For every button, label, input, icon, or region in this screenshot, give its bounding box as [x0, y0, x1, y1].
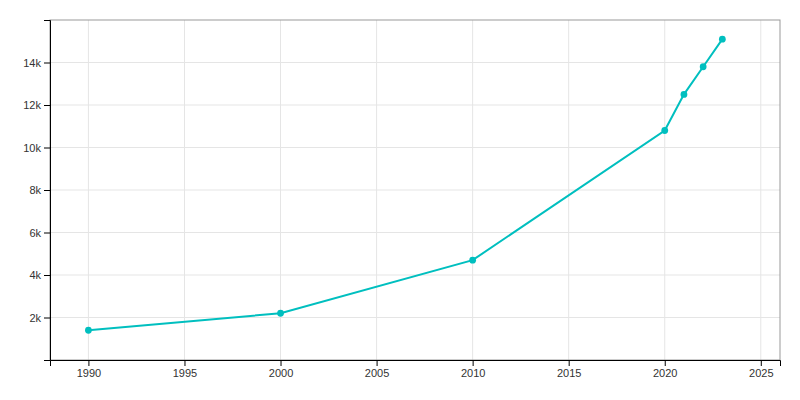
y-grid-line	[50, 105, 780, 106]
x-tick-label: 2025	[749, 367, 773, 379]
x-tick-label: 1995	[173, 367, 197, 379]
y-tick: 6k	[29, 227, 50, 239]
x-tick-label: 2000	[269, 367, 293, 379]
y-tick-label: 2k	[29, 312, 41, 324]
y-tick-mark	[44, 190, 50, 191]
y-grid-line	[50, 62, 780, 63]
x-tick-label: 1990	[77, 367, 101, 379]
grid	[50, 20, 780, 360]
x-axis-line	[51, 361, 781, 367]
y-axis: 2k 4k 6k 8k 10k 12k 14k	[23, 21, 50, 361]
y-tick: 14k	[23, 57, 50, 69]
x-tick: 2005	[365, 360, 389, 379]
x-tick-mark	[473, 360, 474, 366]
y-tick: 2k	[29, 312, 50, 324]
x-tick: 2015	[557, 360, 581, 379]
point	[700, 63, 707, 70]
plot-area: 1990 1995 2000 2005 2010 2015 2020 2025 2k 4k 6k 8k…	[23, 20, 780, 379]
y-grid-line	[50, 317, 780, 318]
y-tick-mark	[44, 105, 50, 106]
x-tick-mark	[377, 360, 378, 366]
point	[661, 127, 668, 134]
y-tick-label: 8k	[29, 184, 41, 196]
y-tick: 10k	[23, 142, 50, 154]
point	[85, 327, 92, 334]
x-tick-mark	[88, 360, 89, 366]
y-tick: 4k	[29, 269, 50, 281]
y-grid-line	[50, 232, 780, 233]
y-tick-mark	[44, 148, 50, 149]
y-tick-label: 4k	[29, 269, 41, 281]
chart-svg: 1990 1995 2000 2005 2010 2015 2020 2025 2k 4k 6k 8k…	[0, 0, 800, 400]
plot-frame	[50, 20, 780, 360]
x-tick-label: 2015	[557, 367, 581, 379]
y-tick: 8k	[29, 184, 50, 196]
y-tick: 12k	[23, 99, 50, 111]
x-tick-label: 2020	[653, 367, 677, 379]
y-axis-line	[44, 21, 51, 361]
x-tick-mark	[569, 360, 570, 366]
point	[277, 310, 284, 317]
x-tick: 2025	[749, 360, 773, 379]
y-grid-line	[50, 190, 780, 191]
x-tick-mark	[761, 360, 762, 366]
x-tick-mark	[665, 360, 666, 366]
y-tick-mark	[44, 275, 50, 276]
point	[719, 36, 726, 43]
x-tick: 1990	[77, 360, 101, 379]
line	[88, 39, 722, 330]
x-tick: 2020	[653, 360, 677, 379]
x-tick-label: 2010	[461, 367, 485, 379]
x-tick: 2010	[461, 360, 485, 379]
x-tick-label: 2005	[365, 367, 389, 379]
y-tick-label: 10k	[23, 142, 41, 154]
x-tick-mark	[184, 360, 185, 366]
x-tick: 2000	[269, 360, 293, 379]
y-tick-mark	[44, 233, 50, 234]
x-axis: 1990 1995 2000 2005 2010 2015 2020 2025	[51, 360, 781, 379]
y-tick-label: 14k	[23, 57, 41, 69]
y-tick-label: 6k	[29, 227, 41, 239]
x-tick-mark	[281, 360, 282, 366]
series	[85, 36, 726, 334]
point	[469, 257, 476, 264]
chart-container: 1990 1995 2000 2005 2010 2015 2020 2025 2k 4k 6k 8k…	[0, 0, 800, 400]
point	[681, 91, 688, 98]
y-tick-mark	[44, 63, 50, 64]
y-grid-line	[50, 147, 780, 148]
y-tick-label: 12k	[23, 99, 41, 111]
y-tick-mark	[44, 318, 50, 319]
x-tick: 1995	[173, 360, 197, 379]
